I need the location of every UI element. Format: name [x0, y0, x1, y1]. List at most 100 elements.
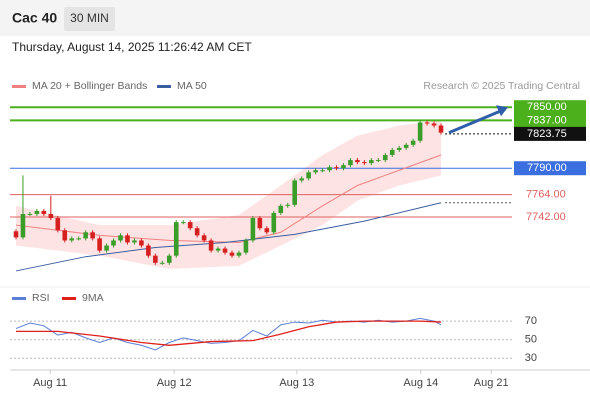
- interval[interactable]: 30 MIN: [70, 11, 109, 25]
- candle-body: [132, 240, 137, 243]
- candle-body: [194, 228, 200, 236]
- candle-body: [41, 210, 47, 214]
- candle-body: [34, 210, 40, 214]
- legend-label: 9MA: [82, 292, 104, 304]
- x-tick-label: Aug 21: [474, 377, 509, 389]
- candle-body: [118, 235, 123, 241]
- level-label: 7823.75: [527, 128, 567, 140]
- legend-swatch: [12, 297, 26, 300]
- level-label: 7790.00: [527, 162, 567, 174]
- candle-body: [327, 167, 332, 171]
- candle-body: [27, 213, 33, 215]
- level-label-box: [514, 100, 586, 115]
- candle-body: [90, 232, 95, 239]
- candle-body: [257, 218, 263, 229]
- x-tick-label: Aug 14: [403, 377, 438, 389]
- candle-body: [348, 160, 353, 166]
- legend-label: MA 20 + Bollinger Bands: [32, 80, 147, 92]
- candle-body: [104, 245, 109, 251]
- candle-body: [139, 240, 144, 246]
- candle-body: [83, 232, 88, 239]
- candle-body: [76, 238, 82, 240]
- candle-body: [417, 122, 423, 141]
- candle-body: [55, 218, 61, 231]
- y-tick-label: 30: [525, 352, 537, 364]
- candle-body: [264, 228, 270, 233]
- interval-button[interactable]: [64, 7, 115, 31]
- candle-body: [97, 238, 102, 251]
- candle-body: [229, 252, 235, 256]
- level-label-box: [514, 161, 586, 176]
- candle-body: [166, 255, 172, 263]
- forecast-arrowhead: [496, 105, 508, 117]
- symbol: Cac 40: [12, 10, 57, 26]
- candle-body: [215, 248, 221, 251]
- candle-body: [306, 172, 311, 179]
- indicator-line: [15, 154, 442, 243]
- y-tick-label: 70: [525, 315, 537, 327]
- level-label: 7742.00: [526, 211, 566, 223]
- legend-label: RSI: [32, 292, 50, 304]
- x-tick-label: Aug 13: [279, 377, 314, 389]
- candle-body: [236, 252, 242, 256]
- level-label: 7850.00: [527, 101, 567, 113]
- candle-body: [334, 167, 339, 169]
- candle-body: [341, 165, 346, 169]
- forecast-arrow: [448, 109, 501, 135]
- candle-body: [146, 245, 151, 256]
- candle-body: [201, 235, 207, 241]
- level-label-box: [514, 126, 586, 141]
- candle-body: [292, 180, 297, 205]
- candle-body: [278, 205, 284, 213]
- candle-body: [180, 222, 186, 224]
- indicator-line: [15, 202, 442, 272]
- candle-body: [20, 213, 26, 238]
- candle-body: [125, 235, 130, 243]
- candle-body: [160, 262, 165, 264]
- x-tick-label: Aug 11: [33, 377, 67, 389]
- candle-body: [271, 212, 277, 233]
- series-line: [15, 320, 442, 346]
- candle-body: [69, 238, 75, 241]
- credit: Research © 2025 Trading Central: [423, 80, 580, 92]
- candle-body: [187, 222, 193, 229]
- candle-body: [173, 222, 179, 256]
- candle-body: [396, 147, 402, 150]
- candle-body: [382, 155, 388, 161]
- candle-body: [13, 231, 19, 238]
- candle-body: [250, 218, 256, 241]
- candle-body: [313, 170, 318, 173]
- level-label: 7764.00: [526, 189, 566, 201]
- x-tick-label: Aug 12: [157, 377, 192, 389]
- level-label: 7837.00: [527, 114, 567, 126]
- timestamp: Thursday, August 14, 2025 11:26:42 AM CE…: [12, 40, 252, 54]
- candle-body: [410, 140, 416, 145]
- level-label-box: [514, 113, 586, 128]
- bollinger-band: [15, 120, 442, 269]
- candle-body: [362, 162, 367, 164]
- candle-body: [431, 123, 437, 126]
- candle-body: [403, 144, 409, 148]
- candle-body: [111, 240, 116, 246]
- legend-swatch: [157, 85, 171, 88]
- candle-body: [285, 204, 291, 206]
- legend-label: MA 50: [177, 80, 207, 92]
- legend-swatch: [12, 85, 26, 88]
- candle-body: [299, 178, 304, 181]
- candle-body: [62, 230, 68, 241]
- legend-swatch: [62, 297, 76, 300]
- candle-body: [438, 125, 444, 133]
- candle-body: [376, 160, 381, 162]
- candle-body: [243, 240, 249, 253]
- candle-body: [424, 122, 430, 124]
- candle-body: [48, 213, 54, 219]
- candle-body: [389, 149, 395, 155]
- candle-body: [320, 170, 325, 172]
- y-tick-label: 50: [525, 334, 537, 346]
- candle-body: [208, 240, 214, 251]
- candle-body: [153, 255, 158, 263]
- candle-body: [369, 160, 374, 164]
- candle-body: [222, 248, 228, 253]
